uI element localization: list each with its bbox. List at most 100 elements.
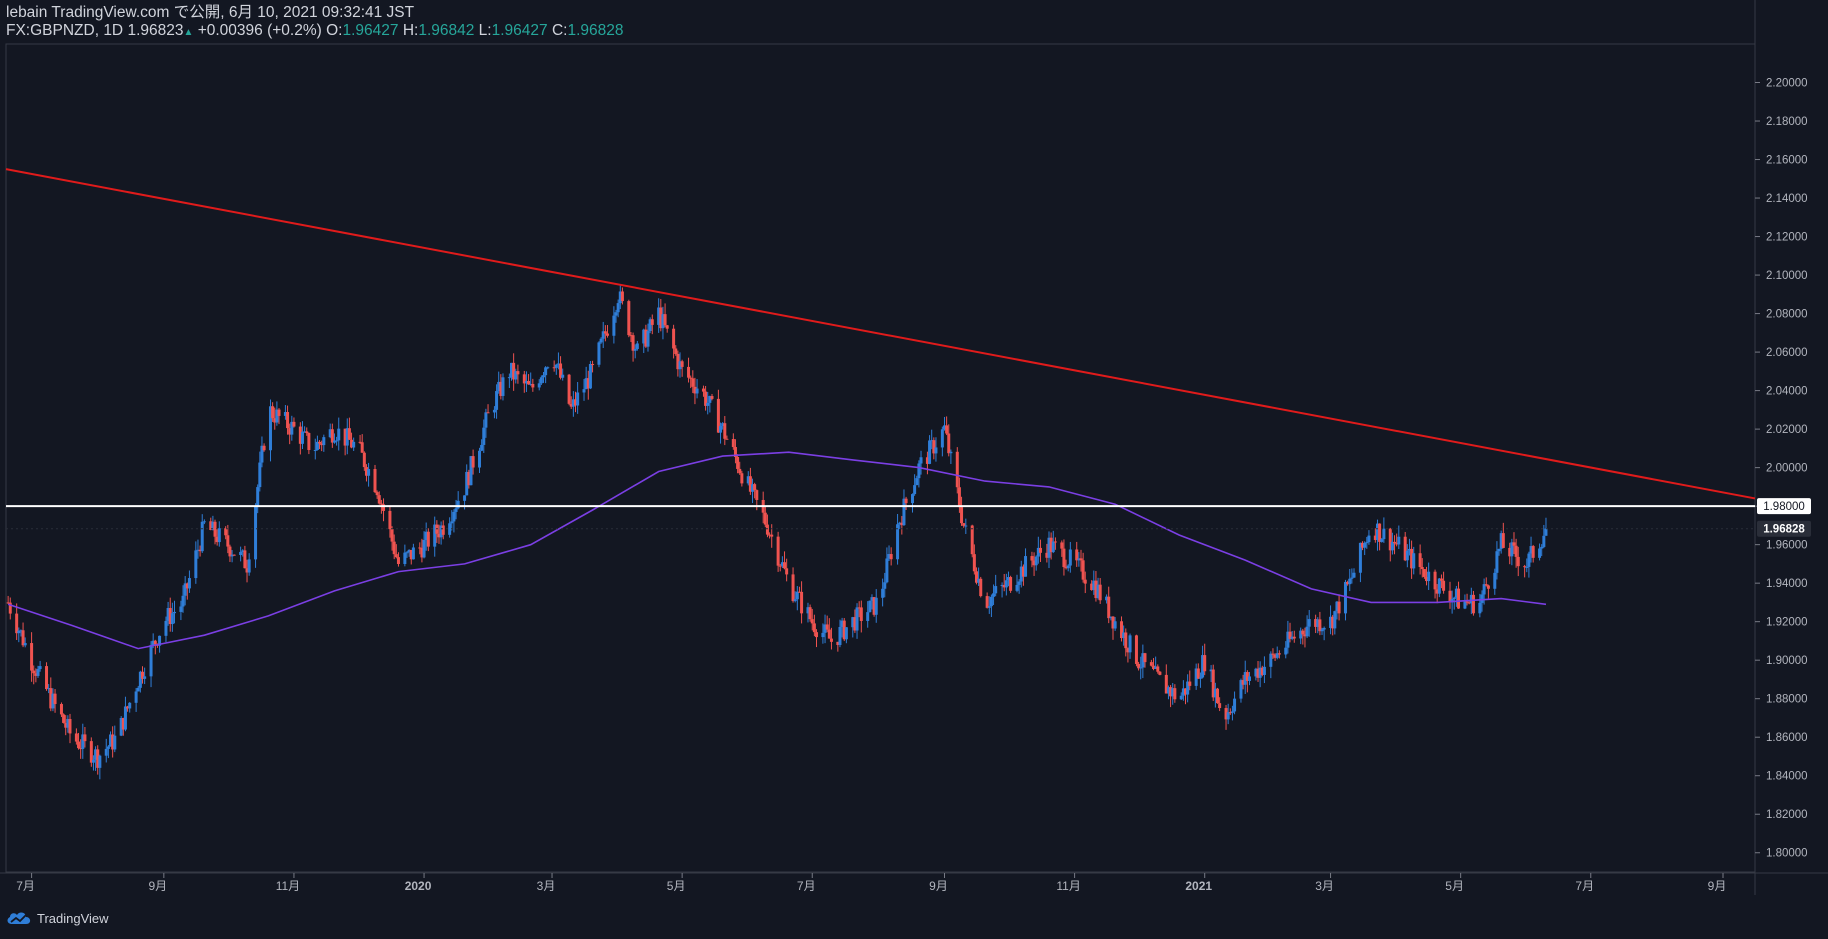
candle-body xyxy=(725,438,729,440)
candle-body xyxy=(30,643,34,671)
candle-body xyxy=(1358,542,1362,573)
candle-body xyxy=(1403,536,1407,561)
price-tick-label: 1.82000 xyxy=(1766,809,1808,821)
candle-body xyxy=(1467,602,1471,604)
candle-body xyxy=(360,442,364,453)
candle-body xyxy=(1024,556,1028,577)
candle-body xyxy=(1228,712,1232,714)
candle-body xyxy=(1081,560,1085,580)
candle-body xyxy=(59,704,63,715)
candle-body xyxy=(187,578,191,589)
tradingview-logo[interactable]: TradingView xyxy=(6,910,109,926)
candle-body xyxy=(1286,631,1290,648)
candle-body xyxy=(857,607,861,609)
candle-body xyxy=(81,734,85,749)
candle-body xyxy=(1465,601,1469,603)
candle-body xyxy=(780,562,784,566)
candle-body xyxy=(454,508,458,512)
candle-body xyxy=(1194,668,1198,686)
candle-body xyxy=(559,363,563,378)
candle-body xyxy=(303,431,307,433)
price-tick-label: 1.92000 xyxy=(1766,617,1808,629)
candle-body xyxy=(486,412,490,414)
candle-body xyxy=(471,456,475,468)
candle-body xyxy=(778,565,782,567)
candle-body xyxy=(104,748,108,756)
candle-body xyxy=(215,536,219,543)
candle-body xyxy=(642,329,646,344)
candle-body xyxy=(134,691,138,703)
candle-body xyxy=(569,403,573,407)
candle-body xyxy=(1218,703,1222,709)
candle-body xyxy=(740,473,744,484)
candle-body xyxy=(979,578,983,597)
candle-body xyxy=(591,364,595,366)
time-tick-label: 5月 xyxy=(667,879,686,893)
candle-body xyxy=(1079,558,1083,561)
candle-body xyxy=(763,512,767,525)
candle-body xyxy=(213,521,217,537)
candle-body xyxy=(631,335,635,351)
candle-body xyxy=(1128,635,1132,653)
candle-body xyxy=(851,617,855,628)
candle-body xyxy=(601,331,605,339)
candle-body xyxy=(955,451,959,488)
candle-body xyxy=(635,343,639,349)
candle-body xyxy=(433,524,437,547)
candle-body xyxy=(94,749,98,760)
candle-body xyxy=(586,378,590,389)
candle-body xyxy=(947,433,951,454)
candle-body xyxy=(437,533,441,538)
candle-body xyxy=(256,487,260,506)
candle-body xyxy=(268,406,272,451)
candle-body xyxy=(629,335,633,337)
candle-body xyxy=(179,606,183,612)
low-label: L: xyxy=(478,22,492,39)
candle-body xyxy=(567,374,571,404)
candle-body xyxy=(1113,621,1117,629)
candle-body xyxy=(1329,616,1333,628)
candle-body xyxy=(149,645,153,677)
last-price-label: 1.96828 xyxy=(1763,524,1805,536)
candle-body xyxy=(34,673,38,676)
candle-body xyxy=(1111,616,1115,629)
candle-body xyxy=(151,640,155,646)
candle-body xyxy=(1463,601,1467,609)
candle-body xyxy=(1137,663,1141,669)
candle-body xyxy=(1529,546,1533,554)
candle-body xyxy=(1512,542,1516,546)
candle-body xyxy=(928,440,932,464)
candle-body xyxy=(657,307,661,325)
candle-body xyxy=(599,338,603,343)
candle-body xyxy=(96,749,100,768)
candle-body xyxy=(32,670,36,674)
price-tick-label: 1.80000 xyxy=(1766,848,1808,860)
time-tick-label: 9月 xyxy=(1708,879,1727,893)
candle-body xyxy=(866,612,870,621)
candle-body xyxy=(1105,596,1109,601)
candle-body xyxy=(815,632,819,638)
candle-body xyxy=(1149,662,1153,666)
candle-body xyxy=(1350,577,1354,579)
candle-body xyxy=(1422,569,1426,577)
candle-body xyxy=(1152,665,1156,669)
price-tick-label: 2.08000 xyxy=(1766,309,1808,321)
candle-body xyxy=(552,367,556,369)
candle-body xyxy=(783,562,787,569)
candle-body xyxy=(1320,629,1324,632)
candle-body xyxy=(885,558,889,583)
candle-body xyxy=(1098,584,1102,601)
close-value: 1.96828 xyxy=(567,22,624,39)
time-tick-label: 2021 xyxy=(1185,879,1212,893)
candle-body xyxy=(418,547,422,549)
candle-body xyxy=(1233,698,1237,712)
candle-body xyxy=(806,607,810,614)
time-tick-label: 7月 xyxy=(16,879,35,893)
candle-body xyxy=(554,364,558,368)
candle-body xyxy=(842,620,846,640)
candle-body xyxy=(1169,687,1173,697)
candle-body xyxy=(1493,572,1497,589)
candle-body xyxy=(480,444,484,451)
candle-body xyxy=(1516,556,1520,567)
